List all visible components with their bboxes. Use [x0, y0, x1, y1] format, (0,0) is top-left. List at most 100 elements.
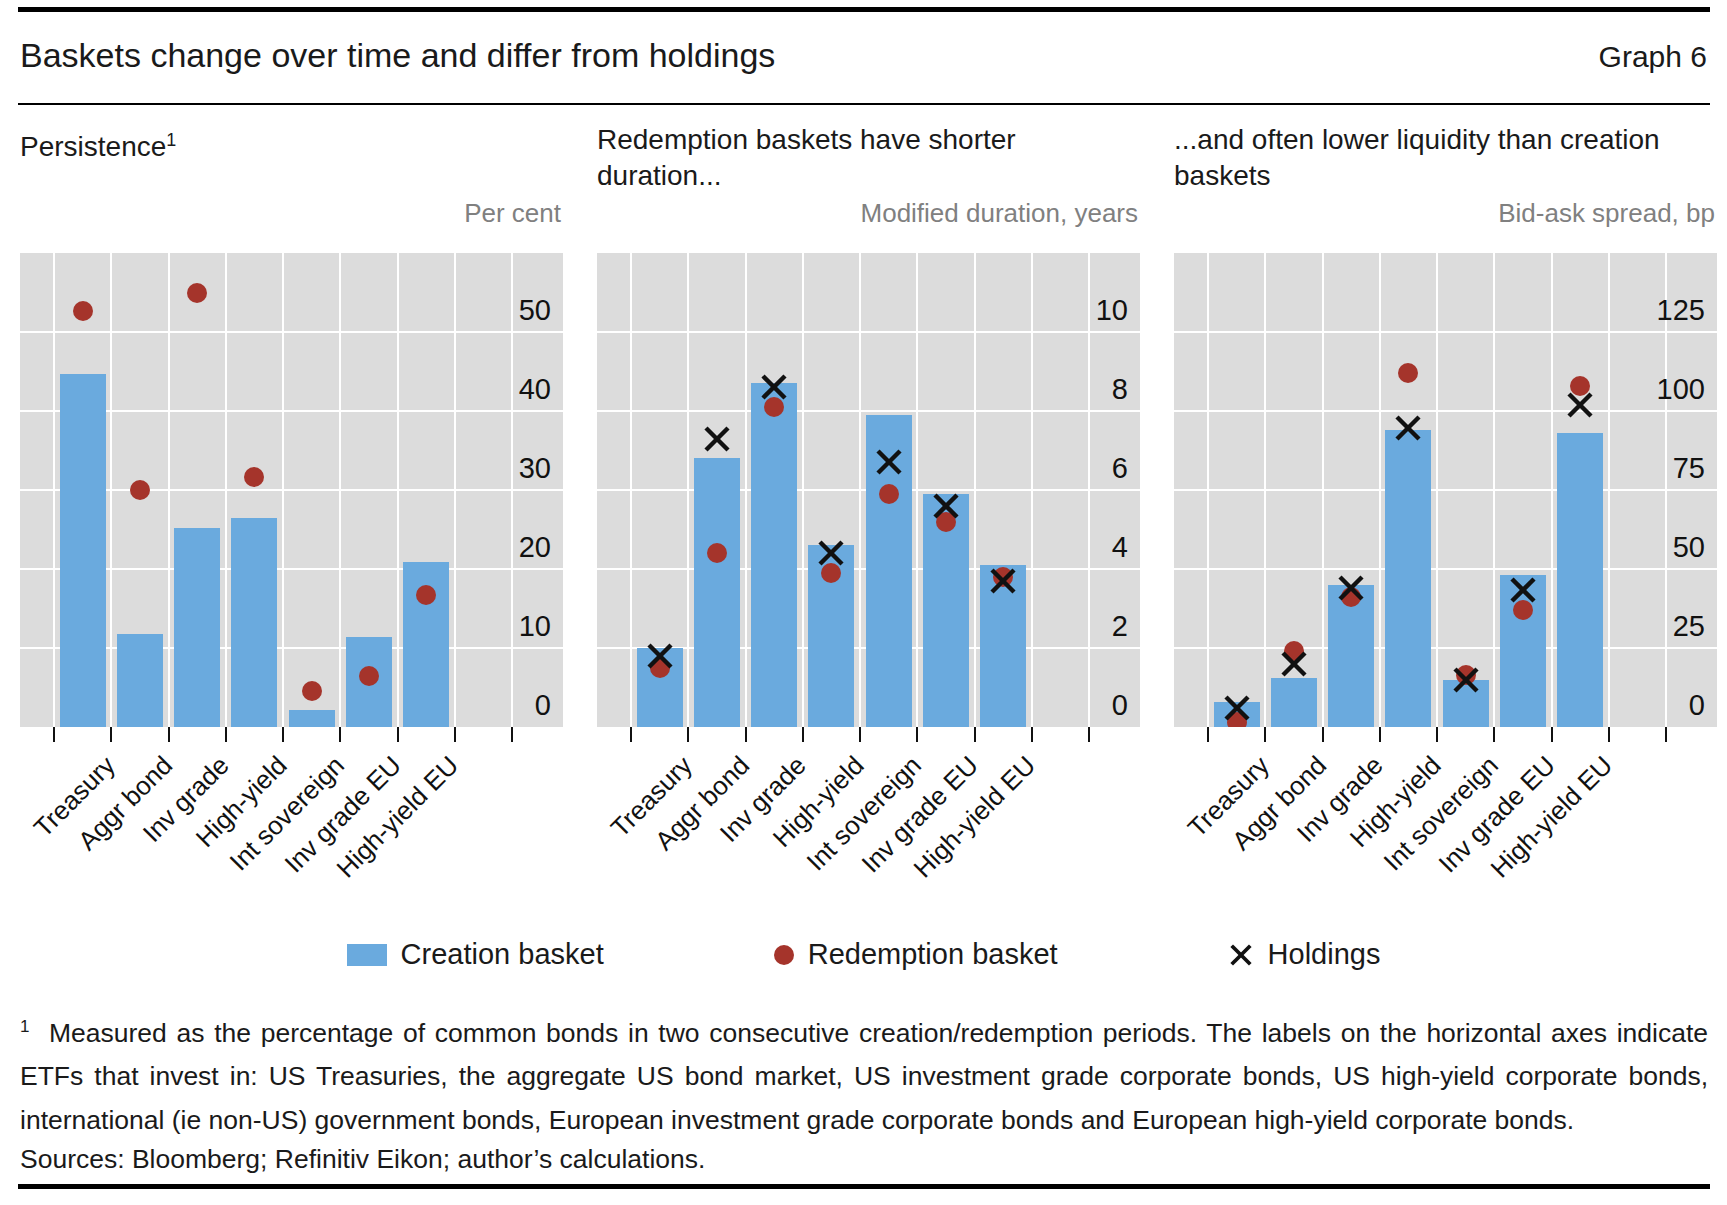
vertical-gridline	[802, 253, 804, 727]
creation-basket-bar	[694, 458, 740, 727]
holdings-x-marker	[1565, 390, 1595, 420]
y-axis-tick-label: 30	[519, 452, 551, 485]
plot-area: 0246810	[597, 253, 1140, 727]
page-title: Baskets change over time and differ from…	[20, 36, 775, 75]
holdings-x-marker	[1336, 573, 1366, 603]
chart-legend: Creation basket Redemption basket Holdin…	[0, 938, 1727, 971]
holdings-x-marker	[1451, 665, 1481, 695]
vertical-gridline	[916, 253, 918, 727]
x-axis-tick	[1264, 727, 1266, 742]
creation-basket-bar	[1271, 678, 1317, 727]
vertical-gridline	[1207, 253, 1209, 727]
vertical-gridline	[1088, 253, 1090, 727]
horizontal-gridline	[1174, 331, 1717, 333]
panel-title: Redemption baskets have shorter duration…	[597, 122, 1107, 194]
x-axis-tick	[916, 727, 918, 742]
creation-basket-swatch-icon	[347, 944, 387, 966]
holdings-x-icon	[1228, 942, 1254, 968]
sources-line: Sources: Bloomberg; Refinitiv Eikon; aut…	[20, 1144, 705, 1175]
x-axis-ticks	[597, 727, 1140, 743]
vertical-gridline	[687, 253, 689, 727]
redemption-basket-dot	[73, 301, 93, 321]
redemption-basket-dot-icon	[774, 945, 794, 965]
y-axis-tick-label: 40	[519, 373, 551, 406]
legend-item-redemption-basket: Redemption basket	[774, 938, 1058, 971]
x-axis-tick	[511, 727, 513, 742]
vertical-gridline	[1493, 253, 1495, 727]
x-axis-tick	[282, 727, 284, 742]
creation-basket-bar	[231, 518, 277, 727]
footnote: 1 Measured as the percentage of common b…	[20, 1012, 1708, 1142]
title-divider-rule	[18, 103, 1710, 105]
x-axis-tick	[1088, 727, 1090, 742]
horizontal-gridline	[1174, 410, 1717, 412]
axis-unit-label: Per cent	[464, 198, 561, 229]
footnote-superscript: 1	[20, 1017, 29, 1036]
plot-area: 01020304050	[20, 253, 563, 727]
panel-title: ...and often lower liquidity than creati…	[1174, 122, 1684, 194]
panel-title: Persistence1	[20, 122, 530, 165]
x-axis-tick	[1551, 727, 1553, 742]
creation-basket-bar	[751, 383, 797, 727]
graph-page: Baskets change over time and differ from…	[0, 0, 1727, 1205]
vertical-gridline	[225, 253, 227, 727]
redemption-basket-dot	[302, 681, 322, 701]
panel-title-text: Redemption baskets have shorter duration…	[597, 124, 1016, 191]
vertical-gridline	[745, 253, 747, 727]
creation-basket-bar	[1557, 433, 1603, 727]
legend-label: Redemption basket	[808, 938, 1058, 971]
creation-basket-bar	[117, 634, 163, 727]
chart-panel-1: Persistence1Per cent01020304050TreasuryA…	[20, 122, 563, 782]
x-axis-tick	[1665, 727, 1667, 742]
vertical-gridline	[110, 253, 112, 727]
graph-number-label: Graph 6	[1599, 40, 1707, 74]
y-axis-tick-label: 0	[1112, 689, 1128, 722]
panel-title-superscript: 1	[166, 130, 176, 150]
vertical-gridline	[1436, 253, 1438, 727]
redemption-basket-dot	[879, 484, 899, 504]
plot-area: 0255075100125	[1174, 253, 1717, 727]
x-axis-tick	[1436, 727, 1438, 742]
x-axis-category-labels: TreasuryAggr bondInv gradeHigh-yieldInt …	[597, 750, 1140, 910]
x-axis-tick	[168, 727, 170, 742]
redemption-basket-dot	[1398, 363, 1418, 383]
horizontal-gridline	[1174, 489, 1717, 491]
creation-basket-bar	[1385, 430, 1431, 727]
y-axis-tick-label: 2	[1112, 610, 1128, 643]
legend-label: Creation basket	[401, 938, 604, 971]
creation-basket-bar	[174, 528, 220, 727]
x-axis-tick	[1207, 727, 1209, 742]
y-axis-tick-label: 50	[1673, 531, 1705, 564]
x-axis-category-labels: TreasuryAggr bondInv gradeHigh-yieldInt …	[20, 750, 563, 910]
vertical-gridline	[974, 253, 976, 727]
header: Baskets change over time and differ from…	[20, 36, 1707, 75]
y-axis-tick-label: 4	[1112, 531, 1128, 564]
vertical-gridline	[1031, 253, 1033, 727]
x-axis-tick	[339, 727, 341, 742]
x-axis-tick	[1322, 727, 1324, 742]
panel-title-text: Persistence	[20, 131, 166, 162]
holdings-x-marker	[988, 566, 1018, 596]
holdings-x-marker	[874, 447, 904, 477]
legend-label: Holdings	[1268, 938, 1381, 971]
bottom-rule	[18, 1184, 1710, 1189]
x-axis-tick	[859, 727, 861, 742]
x-axis-tick	[745, 727, 747, 742]
horizontal-gridline	[1174, 647, 1717, 649]
x-axis-tick	[687, 727, 689, 742]
y-axis-tick-label: 125	[1657, 294, 1705, 327]
x-axis-tick	[630, 727, 632, 742]
axis-unit-label: Bid-ask spread, bp	[1498, 198, 1715, 229]
panel-title-text: ...and often lower liquidity than creati…	[1174, 124, 1660, 191]
y-axis-tick-label: 25	[1673, 610, 1705, 643]
x-axis-tick	[974, 727, 976, 742]
legend-item-creation-basket: Creation basket	[347, 938, 604, 971]
x-axis-tick	[53, 727, 55, 742]
vertical-gridline	[168, 253, 170, 727]
horizontal-gridline	[1174, 568, 1717, 570]
creation-basket-bar	[289, 710, 335, 727]
axis-unit-label: Modified duration, years	[861, 198, 1138, 229]
holdings-x-marker	[931, 491, 961, 521]
x-axis-tick	[802, 727, 804, 742]
holdings-x-marker	[1222, 693, 1252, 723]
